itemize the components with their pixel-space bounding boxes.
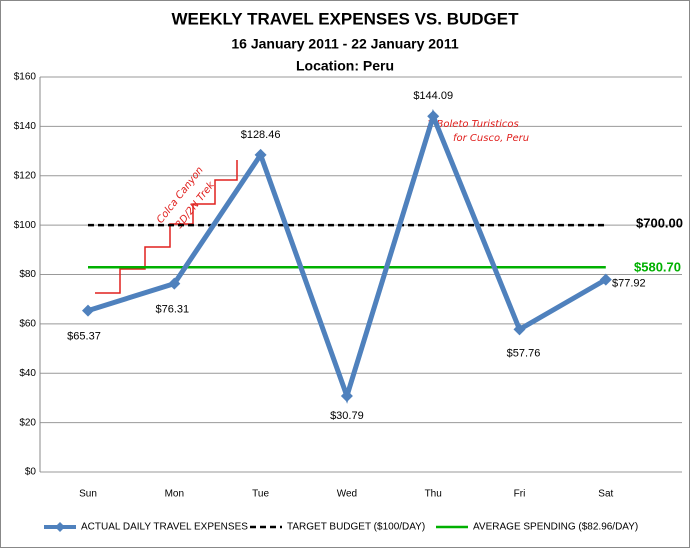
chart-location: Location: Peru (296, 58, 394, 74)
data-label: $128.46 (241, 129, 281, 141)
y-tick-label: $80 (19, 269, 36, 280)
x-tick-label: Thu (425, 489, 442, 500)
chart-subtitle: 16 January 2011 - 22 January 2011 (231, 36, 458, 52)
legend-label: TARGET BUDGET ($100/DAY) (287, 522, 425, 533)
y-tick-label: $140 (14, 121, 37, 132)
hand-annotation: 2 Boleto Turisticos (427, 119, 519, 130)
data-label: $77.92 (612, 278, 646, 290)
y-tick-label: $60 (19, 319, 36, 330)
data-label: $30.79 (330, 410, 364, 422)
y-tick-label: $100 (14, 220, 37, 231)
legend-label: ACTUAL DAILY TRAVEL EXPENSES (81, 522, 248, 533)
data-label: $65.37 (67, 331, 101, 343)
x-tick-label: Mon (165, 489, 184, 500)
chart-title: WEEKLY TRAVEL EXPENSES VS. BUDGET (171, 9, 519, 28)
target-annotation: $700.00 (636, 215, 683, 230)
data-label: $57.76 (507, 347, 541, 359)
y-tick-label: $160 (14, 72, 37, 83)
data-label: $76.31 (155, 304, 189, 316)
data-point (427, 110, 440, 123)
data-point (599, 273, 612, 286)
data-point (340, 389, 353, 402)
x-tick-label: Sat (598, 489, 613, 500)
data-point (254, 148, 267, 161)
hand-annotation: for Cusco, Peru (453, 133, 529, 144)
legend-marker (55, 522, 65, 532)
y-tick-label: $120 (14, 170, 37, 181)
data-point (513, 323, 526, 336)
data-label: $144.09 (413, 90, 453, 102)
x-tick-label: Sun (79, 489, 97, 500)
legend-label: AVERAGE SPENDING ($82.96/DAY) (473, 522, 638, 533)
data-point (168, 277, 181, 290)
y-tick-label: $40 (19, 368, 36, 379)
x-tick-label: Wed (337, 489, 357, 500)
y-tick-label: $20 (19, 417, 36, 428)
y-tick-label: $0 (25, 467, 37, 478)
x-tick-label: Tue (252, 489, 269, 500)
average-annotation: $580.70 (634, 259, 681, 274)
x-tick-label: Fri (514, 489, 526, 500)
data-point (82, 304, 94, 317)
